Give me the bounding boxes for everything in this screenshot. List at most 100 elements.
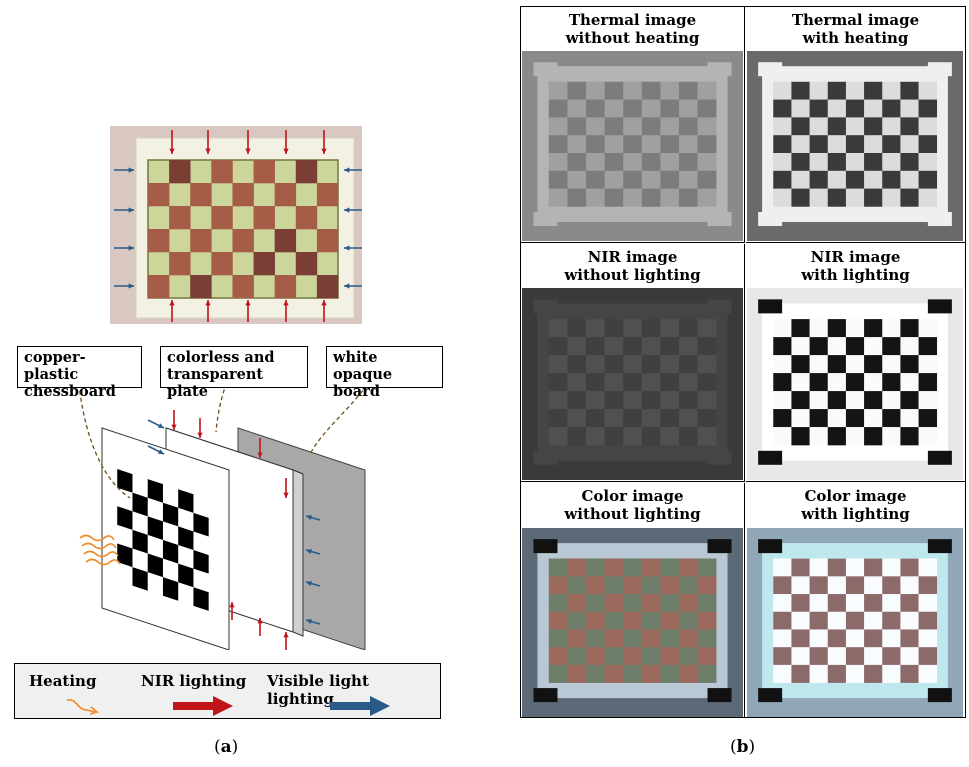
chessboard-square bbox=[660, 594, 679, 612]
opaque-board-callout: white opaque board bbox=[326, 346, 443, 388]
chessboard-square bbox=[864, 189, 882, 207]
chessboard-square bbox=[810, 612, 828, 630]
chessboard-square bbox=[882, 647, 900, 665]
chessboard-square bbox=[882, 391, 900, 409]
chessboard-square bbox=[567, 559, 586, 577]
chessboard-square bbox=[810, 391, 828, 409]
chessboard-square bbox=[900, 100, 918, 118]
chessboard-square bbox=[642, 665, 661, 683]
chessboard-square bbox=[660, 337, 679, 355]
chessboard-square bbox=[567, 612, 586, 630]
chessboard-square bbox=[882, 337, 900, 355]
chessboard-square bbox=[549, 153, 568, 171]
chessboard-square bbox=[642, 612, 661, 630]
chessboard-square bbox=[605, 594, 624, 612]
chessboard-square bbox=[679, 427, 698, 445]
image-cell-color-on: Color image with lighting bbox=[746, 483, 965, 718]
cell-title-line1: Thermal image bbox=[746, 11, 965, 29]
clip-mark bbox=[758, 62, 782, 76]
chessboard-square bbox=[864, 373, 882, 391]
clip-mark bbox=[928, 451, 952, 465]
chessboard-square bbox=[900, 153, 918, 171]
chessboard-square bbox=[773, 355, 791, 373]
chessboard-square bbox=[549, 337, 568, 355]
clip-mark bbox=[928, 688, 952, 702]
chessboard-square bbox=[828, 647, 846, 665]
chessboard-square bbox=[791, 82, 809, 100]
chessboard-square bbox=[605, 319, 624, 337]
chessboard-square bbox=[642, 391, 661, 409]
clip-mark bbox=[758, 688, 782, 702]
chessboard-square bbox=[549, 319, 568, 337]
photo-copper-square bbox=[148, 275, 169, 298]
cell-title-line1: Thermal image bbox=[521, 11, 744, 29]
chessboard-square bbox=[919, 100, 937, 118]
chessboard-callout: copper-plastic chessboard bbox=[17, 346, 142, 388]
chessboard-square bbox=[605, 576, 624, 594]
chessboard-square bbox=[919, 189, 937, 207]
chessboard-square bbox=[586, 153, 605, 171]
clip-mark bbox=[758, 451, 782, 465]
chessboard-square bbox=[549, 355, 568, 373]
chessboard-square bbox=[846, 576, 864, 594]
chessboard-square bbox=[679, 135, 698, 153]
chessboard-square bbox=[846, 319, 864, 337]
chessboard-square bbox=[828, 559, 846, 577]
chessboard-square bbox=[642, 629, 661, 647]
chessboard-square bbox=[828, 373, 846, 391]
chessboard-square bbox=[810, 171, 828, 189]
caption-a: (a) bbox=[214, 737, 238, 757]
chessboard-square bbox=[773, 665, 791, 683]
chessboard-square bbox=[828, 189, 846, 207]
chessboard-square bbox=[828, 612, 846, 630]
cell-title-line2: with lighting bbox=[746, 505, 965, 523]
chessboard-square bbox=[549, 391, 568, 409]
clip-mark bbox=[533, 451, 557, 465]
chessboard-square bbox=[586, 135, 605, 153]
chessboard-square bbox=[919, 559, 937, 577]
chessboard-square bbox=[773, 612, 791, 630]
clip-mark bbox=[708, 688, 732, 702]
chessboard-square bbox=[549, 100, 568, 118]
clip-mark bbox=[533, 688, 557, 702]
chessboard-square bbox=[679, 373, 698, 391]
chessboard-square bbox=[864, 171, 882, 189]
chessboard-square bbox=[642, 171, 661, 189]
chessboard-square bbox=[698, 373, 717, 391]
photo-copper-square bbox=[296, 252, 317, 275]
chessboard-square bbox=[791, 629, 809, 647]
chessboard-square bbox=[791, 319, 809, 337]
cell-title-line2: with lighting bbox=[746, 266, 965, 284]
chessboard-square bbox=[919, 665, 937, 683]
chessboard-square bbox=[810, 594, 828, 612]
chessboard-square bbox=[549, 647, 568, 665]
chessboard-square bbox=[882, 665, 900, 683]
chessboard-square bbox=[846, 612, 864, 630]
photo-copper-square bbox=[148, 229, 169, 252]
chessboard-square bbox=[810, 647, 828, 665]
photo-copper-square bbox=[232, 229, 253, 252]
chessboard-square bbox=[882, 153, 900, 171]
chessboard-square bbox=[549, 559, 568, 577]
chessboard-square bbox=[679, 629, 698, 647]
chessboard-square bbox=[605, 355, 624, 373]
chessboard-square bbox=[586, 427, 605, 445]
chessboard-square bbox=[605, 82, 624, 100]
chessboard-square bbox=[791, 409, 809, 427]
image-cell-title: NIR image with lighting bbox=[746, 248, 965, 284]
chessboard-square bbox=[623, 594, 642, 612]
chessboard-square bbox=[679, 337, 698, 355]
chessboard-square bbox=[810, 427, 828, 445]
chessboard-square bbox=[864, 82, 882, 100]
photo-copper-square bbox=[254, 206, 275, 229]
chessboard-square bbox=[846, 647, 864, 665]
chessboard-square bbox=[623, 665, 642, 683]
chessboard-square bbox=[919, 409, 937, 427]
chessboard-square bbox=[586, 391, 605, 409]
chessboard-square bbox=[679, 171, 698, 189]
chessboard-square bbox=[567, 117, 586, 135]
chessboard-square bbox=[623, 629, 642, 647]
chessboard-square bbox=[882, 576, 900, 594]
chessboard-square bbox=[882, 171, 900, 189]
chessboard-square bbox=[679, 409, 698, 427]
